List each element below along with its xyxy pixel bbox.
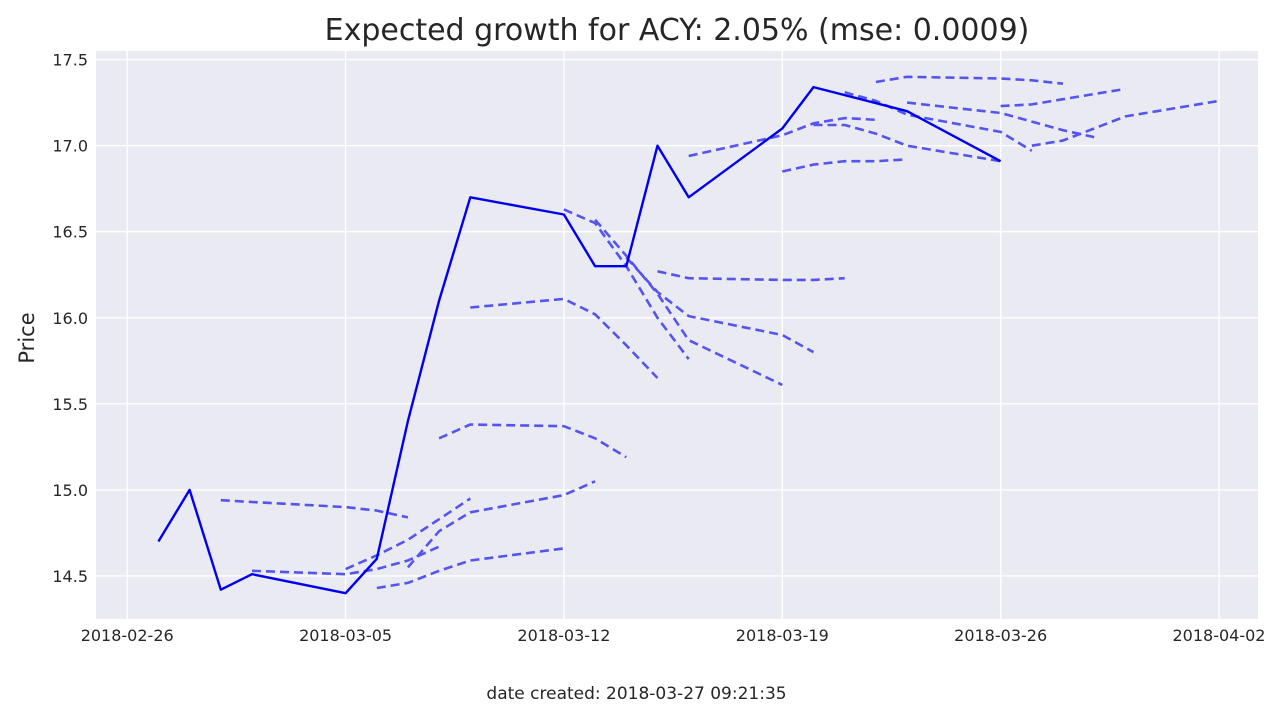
x-axis-ticks: 2018-02-26 2018-03-05 2018-03-12 2018-03-19… xyxy=(81,626,1266,645)
x-tick-label: 2018-03-05 xyxy=(299,626,392,645)
y-tick-label: 17.5 xyxy=(52,51,88,70)
prediction-line-5 xyxy=(406,480,596,569)
prediction-line-10 xyxy=(625,256,815,354)
x-tick-label: 2018-03-26 xyxy=(954,626,1047,645)
prediction-line-4 xyxy=(376,547,565,590)
y-tick-label: 15.0 xyxy=(52,481,88,500)
prediction-line-1 xyxy=(220,498,409,519)
date-created-footer: date created: 2018-03-27 09:21:35 xyxy=(486,684,787,704)
prediction-line-9 xyxy=(594,218,783,387)
prediction-line-17 xyxy=(906,101,1095,139)
prediction-line-13 xyxy=(782,158,908,173)
y-tick-label: 15.5 xyxy=(52,395,88,414)
y-tick-label: 16.5 xyxy=(52,223,88,242)
prediction-line-7 xyxy=(470,297,659,379)
y-tick-label: 14.5 xyxy=(52,567,88,586)
y-axis-ticks: 14.5 15.0 15.5 16.0 16.5 17.0 17.5 xyxy=(52,51,88,586)
prediction-line-3 xyxy=(345,497,472,571)
actual-price-line xyxy=(157,85,1002,595)
prediction-line-14 xyxy=(813,123,1001,163)
prediction-line-16 xyxy=(875,75,1064,85)
prediction-line-19 xyxy=(1031,99,1220,147)
chart-title: Expected growth for ACY: 2.05% (mse: 0.0… xyxy=(325,13,1030,48)
x-tick-label: 2018-04-02 xyxy=(1173,626,1266,645)
prediction-line-11 xyxy=(657,270,845,282)
x-tick-label: 2018-03-12 xyxy=(517,626,610,645)
series-layer xyxy=(157,75,1220,595)
x-tick-label: 2018-02-26 xyxy=(81,626,174,645)
prediction-line-15 xyxy=(844,91,1033,152)
prediction-line-18 xyxy=(1000,87,1126,108)
y-tick-label: 17.0 xyxy=(52,137,88,156)
grid xyxy=(96,51,1258,619)
prediction-line-12 xyxy=(688,116,876,158)
plot-area xyxy=(96,51,1258,619)
y-axis-label: Price xyxy=(15,312,39,363)
prediction-line-6 xyxy=(438,423,627,459)
x-tick-label: 2018-03-19 xyxy=(736,626,829,645)
y-tick-label: 16.0 xyxy=(52,309,88,328)
